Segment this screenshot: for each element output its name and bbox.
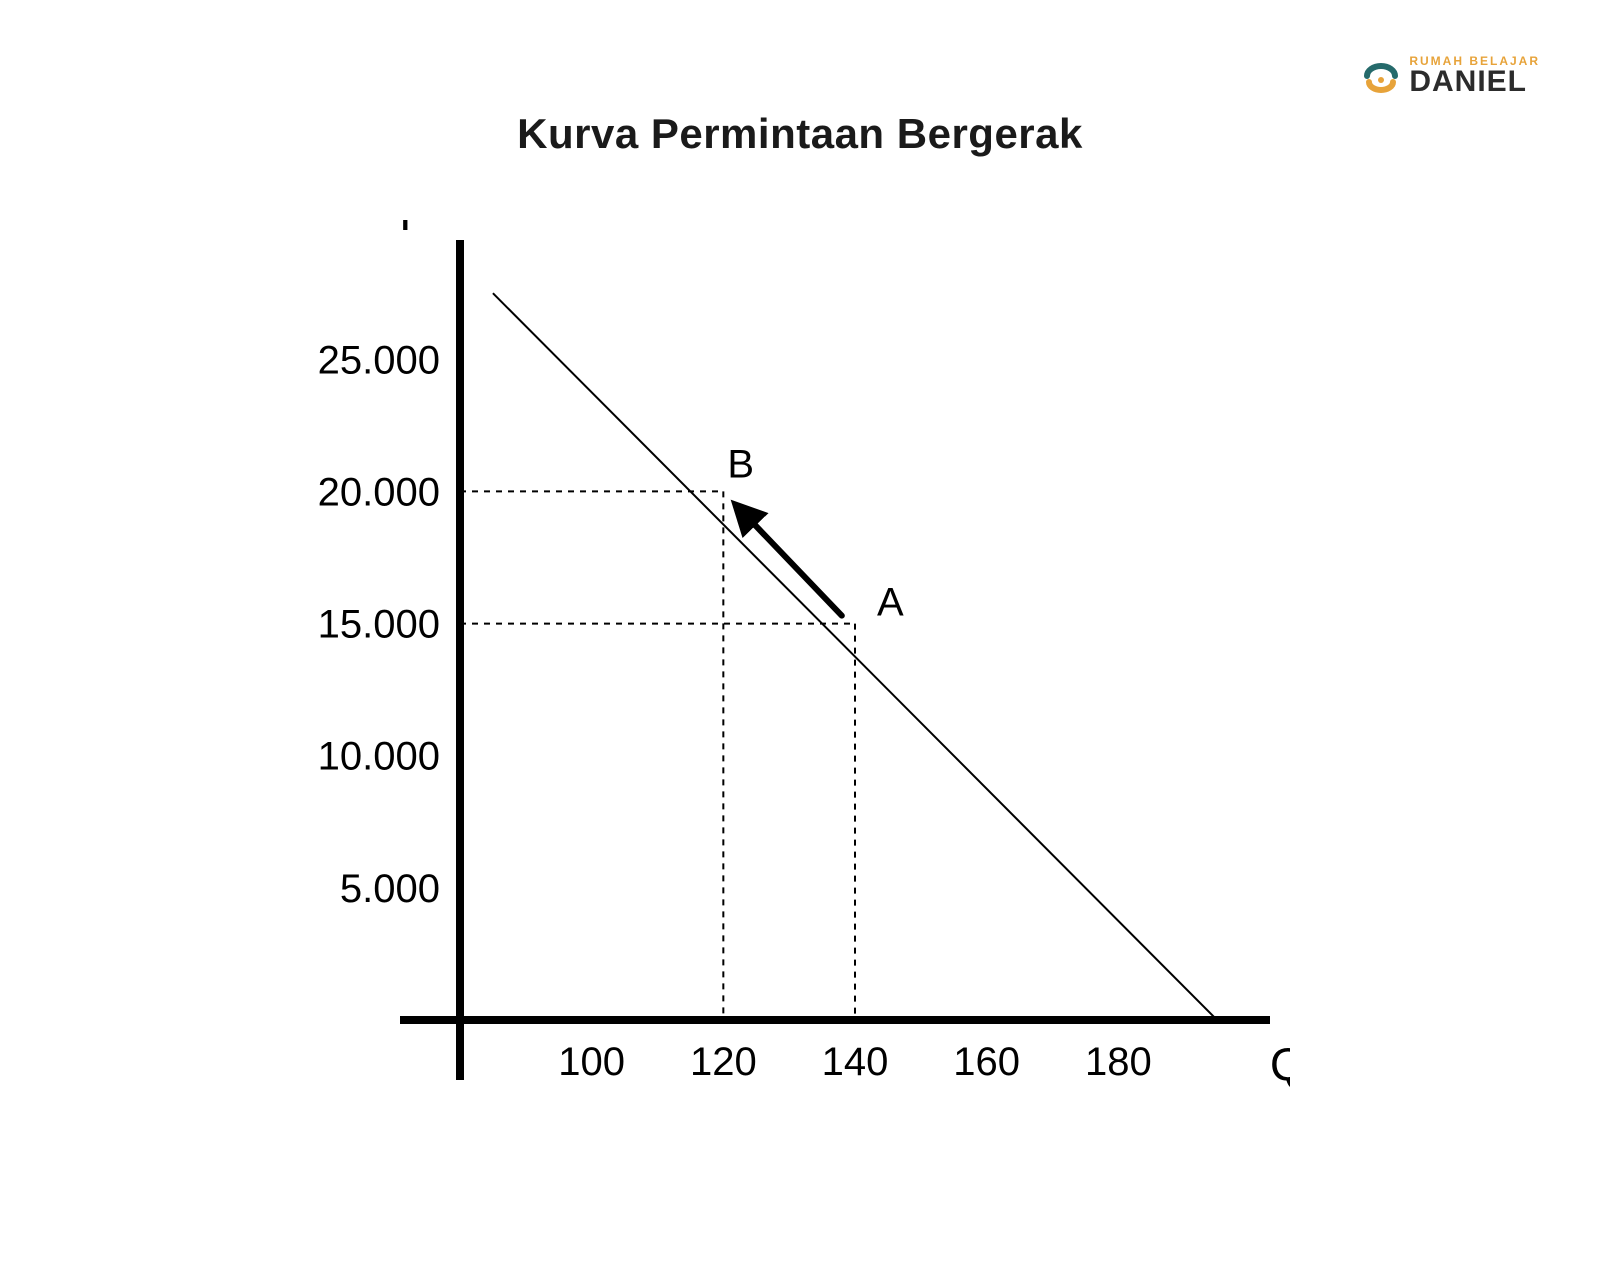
point-label-b: B — [727, 442, 754, 486]
y-tick-label: 15.000 — [318, 603, 440, 647]
x-axis-label: Q — [1270, 1038, 1290, 1090]
y-axis-label: P — [399, 220, 430, 240]
logo-name: DANIEL — [1409, 67, 1540, 97]
logo-icon — [1363, 58, 1399, 94]
point-label-a: A — [877, 581, 904, 625]
x-tick-label: 180 — [1085, 1040, 1152, 1084]
movement-arrow — [743, 513, 842, 616]
y-tick-label: 25.000 — [318, 338, 440, 382]
demand-curve-chart: P Q 5.000 10.000 15.000 20.000 25.000 100 120 140… — [230, 220, 1290, 1120]
x-tick-label: 140 — [822, 1040, 889, 1084]
y-tick-label: 20.000 — [318, 470, 440, 514]
y-tick-label: 5.000 — [340, 867, 440, 911]
demand-curve — [493, 293, 1217, 1020]
x-tick-label: 120 — [690, 1040, 757, 1084]
y-tick-label: 10.000 — [318, 735, 440, 779]
chart-title: Kurva Permintaan Bergerak — [0, 110, 1600, 158]
x-tick-label: 160 — [953, 1040, 1020, 1084]
brand-logo: RUMAH BELAJAR DANIEL — [1363, 55, 1540, 97]
x-tick-label: 100 — [558, 1040, 625, 1084]
